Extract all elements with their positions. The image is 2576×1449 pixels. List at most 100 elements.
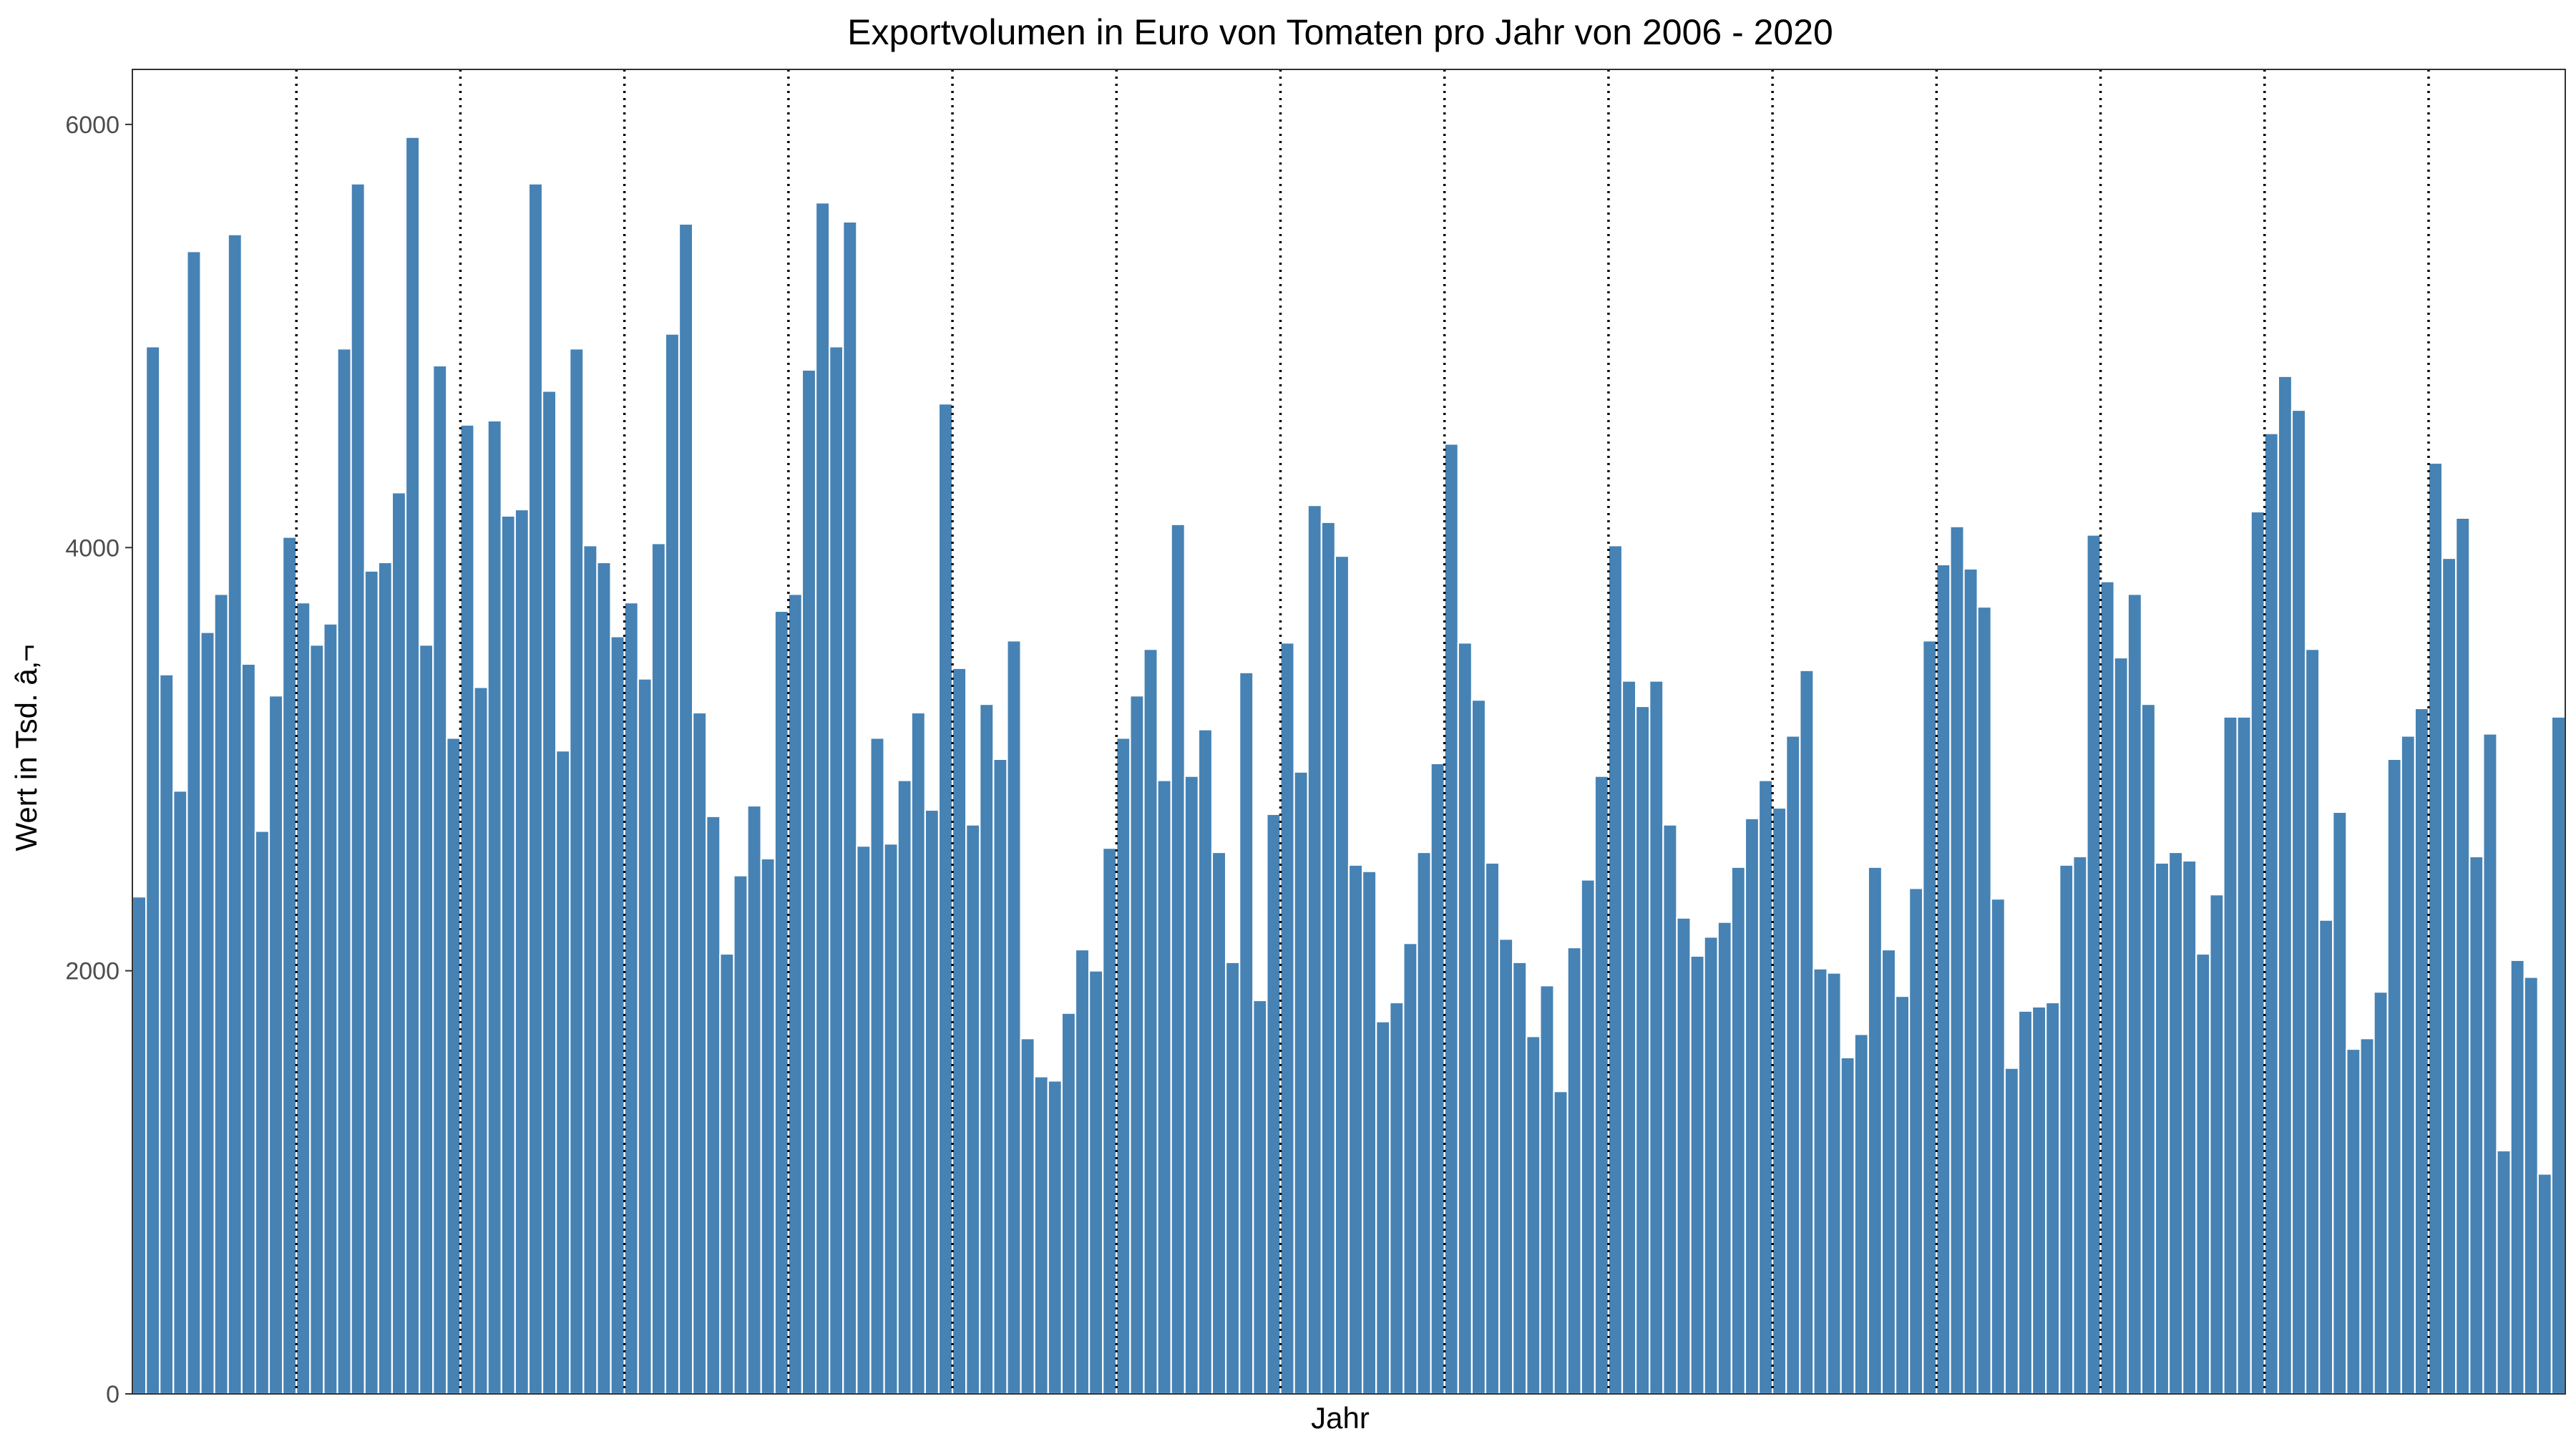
bar bbox=[965, 824, 981, 1395]
bar bbox=[2017, 1010, 2034, 1395]
bar bbox=[1908, 887, 1924, 1395]
bar bbox=[159, 673, 175, 1395]
bar bbox=[2482, 733, 2498, 1395]
bar bbox=[2195, 952, 2211, 1395]
bar bbox=[1607, 545, 1624, 1395]
bar bbox=[2523, 976, 2539, 1395]
bar bbox=[1170, 523, 1186, 1395]
bar bbox=[350, 182, 366, 1395]
bar bbox=[746, 804, 762, 1395]
bar bbox=[2223, 716, 2238, 1395]
bar bbox=[213, 593, 229, 1395]
bar bbox=[364, 570, 379, 1395]
y-tick-label: 2000 bbox=[65, 958, 119, 985]
bar bbox=[131, 896, 147, 1395]
bar bbox=[1416, 851, 1432, 1395]
bar bbox=[1293, 771, 1309, 1395]
bar bbox=[1566, 946, 1582, 1395]
bar bbox=[1184, 775, 1199, 1395]
bar bbox=[2127, 593, 2142, 1395]
bar bbox=[1033, 1075, 1049, 1395]
bar bbox=[268, 695, 284, 1395]
bar bbox=[2086, 534, 2102, 1395]
bar bbox=[2469, 855, 2484, 1395]
bar bbox=[1224, 961, 1241, 1395]
bar bbox=[1840, 1056, 1855, 1395]
bar bbox=[2441, 557, 2457, 1395]
bar bbox=[1594, 775, 1610, 1395]
bar bbox=[1020, 1038, 1035, 1395]
bar bbox=[1894, 995, 1911, 1395]
bar bbox=[937, 403, 954, 1395]
y-axis-title: Wert in Tsd. â‚¬ bbox=[9, 644, 43, 851]
bar bbox=[2072, 855, 2088, 1395]
bar bbox=[377, 561, 394, 1395]
bar bbox=[829, 346, 844, 1395]
bar bbox=[323, 623, 338, 1395]
bar bbox=[227, 233, 243, 1395]
bar bbox=[623, 602, 639, 1395]
bar bbox=[1689, 955, 1705, 1395]
bar bbox=[2263, 432, 2279, 1395]
bar bbox=[1880, 948, 1897, 1395]
bar bbox=[1143, 648, 1158, 1395]
bar bbox=[2113, 656, 2129, 1395]
bar bbox=[1676, 917, 1692, 1395]
bar bbox=[1813, 967, 1828, 1395]
bar bbox=[1457, 642, 1473, 1395]
bar bbox=[2455, 517, 2471, 1395]
bar bbox=[1470, 699, 1487, 1395]
bar bbox=[1717, 921, 1732, 1395]
bar bbox=[240, 663, 257, 1395]
bar bbox=[2182, 859, 2197, 1395]
bar bbox=[596, 561, 612, 1395]
bar bbox=[514, 508, 530, 1395]
bar bbox=[760, 857, 776, 1395]
bar bbox=[1047, 1080, 1063, 1395]
bar bbox=[637, 678, 653, 1395]
year-boundaries bbox=[295, 69, 2430, 1394]
bar bbox=[1853, 1033, 1869, 1395]
bar bbox=[1649, 680, 1664, 1395]
bar bbox=[610, 635, 625, 1395]
bar bbox=[254, 830, 270, 1395]
bar bbox=[1347, 864, 1364, 1395]
bar bbox=[473, 686, 489, 1395]
bar bbox=[582, 545, 598, 1395]
bar bbox=[1963, 567, 1979, 1395]
bar bbox=[282, 536, 298, 1395]
bar bbox=[924, 809, 940, 1395]
bar bbox=[419, 644, 434, 1395]
bar bbox=[856, 845, 872, 1395]
bar bbox=[1375, 1020, 1391, 1395]
bar bbox=[1498, 938, 1514, 1395]
bar bbox=[1266, 813, 1282, 1395]
bar bbox=[692, 711, 708, 1395]
bar bbox=[459, 424, 475, 1395]
bar bbox=[487, 419, 502, 1395]
bar bbox=[774, 610, 789, 1395]
bar bbox=[2140, 703, 2157, 1395]
bar bbox=[2059, 864, 2074, 1395]
bar bbox=[336, 348, 352, 1395]
bar bbox=[883, 843, 899, 1395]
bar bbox=[1621, 680, 1637, 1395]
bar bbox=[2277, 375, 2293, 1395]
bar bbox=[2167, 851, 2184, 1395]
bar bbox=[2099, 580, 2115, 1395]
bar bbox=[1430, 762, 1445, 1395]
bar bbox=[186, 250, 202, 1395]
bar bbox=[172, 790, 188, 1395]
bar bbox=[2318, 919, 2334, 1395]
bar bbox=[650, 542, 667, 1395]
bar bbox=[1539, 985, 1555, 1395]
bar bbox=[2496, 1149, 2512, 1395]
bar bbox=[1730, 866, 1747, 1395]
chart-title: Exportvolumen in Euro von Tomaten pro Ja… bbox=[847, 12, 1833, 52]
bar bbox=[1990, 897, 2006, 1395]
bar bbox=[2414, 707, 2430, 1395]
bar bbox=[733, 874, 748, 1395]
bar bbox=[1936, 563, 1951, 1395]
bar bbox=[2537, 1173, 2553, 1395]
bar bbox=[2250, 510, 2265, 1395]
